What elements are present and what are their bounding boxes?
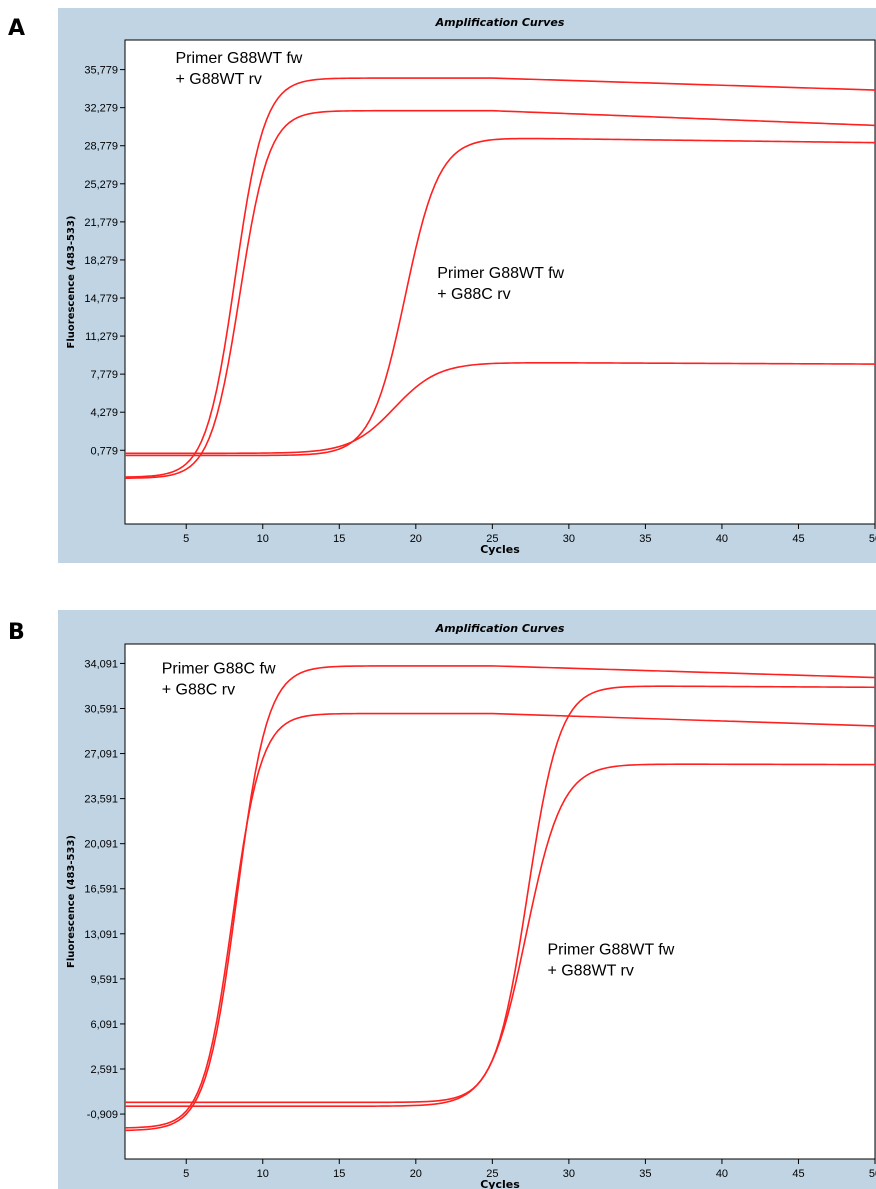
panel-label-b: B: [8, 620, 25, 645]
panel-label-a: A: [8, 16, 26, 41]
chart-panel-b: Amplification Curves 5 10 15 20 25 30 35 40 45 50 -…: [58, 610, 876, 1189]
x-tick-label: 30: [563, 533, 575, 545]
y-tick-label: 21,779: [84, 217, 118, 229]
curve-annotation: Primer G88WT fw: [547, 941, 674, 958]
y-tick-label: 35,779: [84, 65, 118, 77]
y-tick-label: 32,279: [84, 103, 118, 115]
chart-panel-a: Amplification Curves 5 10 15 20 25 30 35 40 45 50 0…: [58, 8, 876, 563]
curve-annotation: Primer G88C fw: [162, 661, 276, 678]
y-tick-label: 20,091: [84, 839, 118, 851]
x-tick-label: 10: [257, 1168, 269, 1180]
y-tick-label: 25,279: [84, 179, 118, 191]
x-tick-label: 20: [410, 1168, 422, 1180]
x-axis-label: Cycles: [480, 543, 520, 556]
curve-annotation: Primer G88WT fw: [437, 265, 564, 282]
y-tick-label: 9,591: [90, 974, 118, 986]
y-tick-label: 30,591: [84, 703, 118, 715]
y-tick-label: -0,909: [87, 1109, 118, 1121]
curve-annotation: + G88C rv: [162, 682, 235, 699]
amplification-curve: [125, 109, 875, 479]
chart-title: Amplification Curves: [435, 16, 565, 29]
amplification-curve: [125, 665, 875, 1132]
plot-area: [124, 643, 876, 1160]
x-tick-label: 5: [183, 533, 189, 545]
x-tick-label: 15: [333, 1168, 345, 1180]
x-tick-label: 5: [183, 1168, 189, 1180]
x-tick-label: 45: [792, 1168, 804, 1180]
y-tick-label: 2,591: [90, 1064, 118, 1076]
y-axis-label: Fluorescence (483-533): [66, 216, 77, 349]
x-tick-label: 15: [333, 533, 345, 545]
x-tick-label: 50: [869, 533, 876, 545]
y-tick-label: 34,091: [84, 658, 118, 670]
x-tick-label: 45: [792, 533, 804, 545]
y-axis-label: Fluorescence (483-533): [66, 835, 77, 968]
x-tick-label: 35: [639, 533, 651, 545]
x-axis-label: Cycles: [480, 1178, 520, 1189]
y-tick-label: 28,779: [84, 141, 118, 153]
amplification-curve: [125, 77, 875, 478]
curve-annotation: + G88WT rv: [547, 962, 633, 979]
amplification-curve: [125, 763, 875, 1108]
y-tick-label: 16,591: [84, 884, 118, 896]
curve-annotation: + G88C rv: [437, 286, 510, 303]
amplification-curve: [125, 137, 875, 457]
amplification-curve: [125, 712, 875, 1129]
y-tick-label: 4,279: [90, 407, 118, 419]
amplification-chart-a: Amplification Curves 5 10 15 20 25 30 35 40 45 50 0…: [66, 16, 876, 556]
y-tick-label: 13,091: [84, 929, 118, 941]
x-tick-label: 40: [716, 1168, 728, 1180]
x-tick-label: 10: [257, 533, 269, 545]
y-tick-label: 7,779: [90, 369, 118, 381]
x-tick-label: 35: [639, 1168, 651, 1180]
y-tick-label: 18,279: [84, 255, 118, 267]
x-tick-label: 25: [486, 1168, 498, 1180]
y-tick-label: 27,091: [84, 749, 118, 761]
amplification-curve: [125, 361, 875, 455]
x-tick-label: 20: [410, 533, 422, 545]
curve-annotation: Primer G88WT fw: [176, 50, 303, 67]
curve-annotation: + G88WT rv: [176, 71, 262, 88]
y-tick-label: 0,779: [90, 445, 118, 457]
y-tick-label: 11,279: [85, 331, 118, 343]
amplification-chart-b: Amplification Curves 5 10 15 20 25 30 35 40 45 50 -…: [66, 622, 876, 1189]
y-tick-label: 14,779: [84, 293, 118, 305]
y-tick-label: 23,591: [84, 794, 118, 806]
y-tick-label: 6,091: [90, 1019, 118, 1031]
chart-title: Amplification Curves: [435, 622, 565, 635]
x-tick-label: 25: [486, 533, 498, 545]
x-tick-label: 30: [563, 1168, 575, 1180]
x-tick-label: 40: [716, 533, 728, 545]
x-tick-label: 50: [869, 1168, 876, 1180]
